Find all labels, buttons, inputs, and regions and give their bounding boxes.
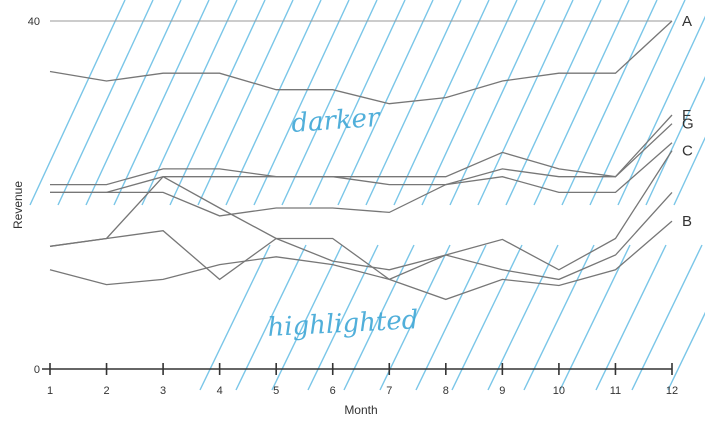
series-label-c: C — [682, 143, 693, 160]
x-tick-label: 9 — [499, 385, 505, 397]
hatch-stroke — [449, 0, 546, 206]
x-axis-title: Month — [344, 403, 377, 417]
hatch-stroke — [505, 0, 602, 206]
series-label-a: A — [682, 13, 692, 30]
hatch-stroke — [487, 244, 559, 391]
annotation-darker: darker — [290, 103, 382, 139]
hatch-stroke — [673, 136, 705, 206]
hatch-stroke — [533, 0, 630, 206]
hatch-stroke — [113, 0, 210, 206]
hatch-stroke — [559, 244, 631, 391]
x-tick-label: 11 — [610, 385, 621, 397]
hatch-stroke — [85, 0, 182, 206]
hatch-stroke — [253, 0, 350, 206]
hatch-stroke — [393, 0, 490, 206]
hatch-stroke — [281, 0, 378, 206]
x-tick-label: 6 — [330, 385, 336, 397]
hatch-stroke — [421, 0, 518, 206]
hatch-stroke — [379, 244, 451, 391]
series-layer — [49, 20, 673, 301]
hatch-stroke — [141, 0, 238, 206]
series-line-c — [49, 150, 673, 271]
y-axis-title: Revenue — [11, 181, 25, 229]
series-line-b — [49, 220, 673, 301]
x-tick-label: 2 — [103, 385, 109, 397]
hatch-stroke — [451, 244, 523, 391]
x-tick-label: 8 — [443, 385, 449, 397]
hatch-stroke — [307, 244, 379, 391]
hatch-stroke — [225, 0, 322, 206]
hatch-stroke — [365, 0, 462, 206]
series-line-unlabeled-5 — [50, 142, 673, 217]
series-line-unlabeled-6 — [49, 191, 673, 281]
series-label-f: F — [682, 107, 691, 124]
hatch-stroke — [595, 244, 667, 391]
hatch-stroke — [415, 244, 487, 391]
x-tick-label: 3 — [160, 385, 166, 397]
x-tick-label: 12 — [666, 385, 678, 397]
x-tick-label: 7 — [386, 385, 392, 397]
y-tick-label: 40 — [28, 16, 40, 28]
hatch-stroke — [667, 311, 705, 391]
hatch-stroke — [589, 0, 686, 206]
series-label-g: G — [682, 116, 694, 133]
hatch-stroke — [199, 244, 271, 391]
hatch-stroke — [169, 0, 266, 206]
x-tick-label: 5 — [273, 385, 279, 397]
hatch-stroke — [57, 0, 154, 206]
x-tick-label: 10 — [553, 385, 565, 397]
hatch-stroke — [631, 244, 703, 391]
hatch-stroke — [235, 244, 307, 391]
series-line-a — [49, 20, 673, 105]
series-line-g — [50, 123, 673, 194]
x-tick-label: 4 — [217, 385, 223, 397]
hatch-stroke — [271, 244, 343, 391]
hatch-stroke — [29, 0, 126, 206]
annotation-hatching — [29, 0, 705, 391]
hatch-stroke — [309, 0, 406, 206]
hatch-stroke — [617, 15, 705, 206]
x-tick-label: 1 — [47, 385, 53, 397]
y-tick-label: 0 — [34, 364, 40, 376]
hatch-stroke — [645, 76, 705, 206]
hatch-stroke — [561, 0, 658, 206]
annotation-highlighted: highlighted — [267, 305, 419, 343]
hatch-stroke — [197, 0, 294, 206]
hatch-stroke — [343, 244, 415, 391]
series-labels: A FGC B — [682, 13, 694, 230]
series-line-f — [50, 114, 673, 186]
hatch-stroke — [477, 0, 574, 206]
series-label-b: B — [682, 213, 692, 230]
